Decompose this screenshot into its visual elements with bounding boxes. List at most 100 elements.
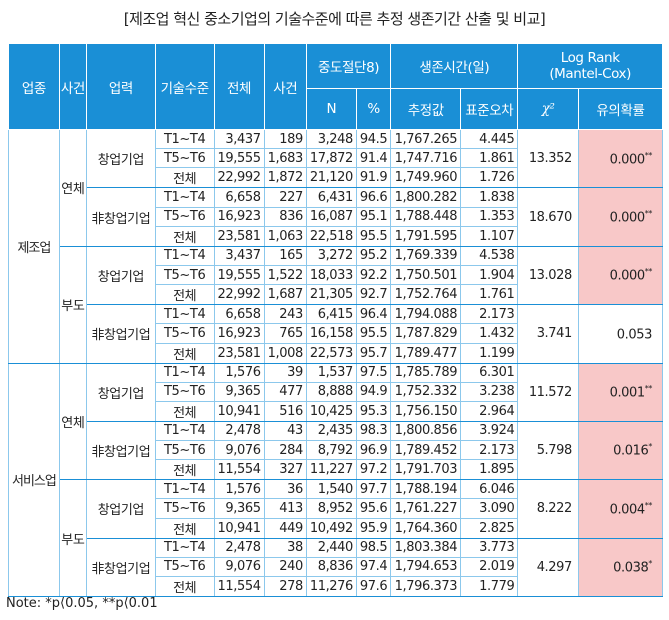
standard-error-cell: 6.046 [460,479,519,500]
table-row: T5~T6 9,365 413 8,952 95.6 1,761.227 3.090 [9,498,663,519]
standard-error-cell: 1.353 [460,206,519,227]
censored-n-cell: 18,033 [305,264,357,286]
total-cell: 6,658 [213,187,265,208]
survival-estimate-cell: 1,764.360 [390,517,462,539]
survival-estimate-cell: 1,791.703 [390,459,462,481]
censored-pct-cell: 94.9 [355,381,392,402]
table-row: 非창업기업 T1~T4 2,478 43 2,435 98.3 1,800.856 3.924… [9,420,664,481]
tech-level-cell: 전체 [154,459,215,481]
standard-error-cell: 2.019 [460,556,519,578]
tech-level-cell: T5~T6 [154,440,215,461]
censored-pct-cell: 95.7 [355,342,392,364]
significance-stars: * [648,442,652,452]
standard-error-cell: 3.773 [460,537,519,558]
p-value: 0.038 [613,560,649,576]
standard-error-cell: 3.090 [460,498,519,519]
events-cell: 240 [263,556,307,578]
events-cell: 1,008 [263,342,307,364]
censored-pct-cell: 96.4 [355,304,392,325]
survival-estimate-cell: 1,785.789 [390,362,462,383]
tech-level-cell: T1~T4 [154,245,215,266]
total-cell: 9,076 [213,556,265,578]
standard-error-cell: 4.445 [460,128,519,150]
tech-level-cell: T5~T6 [154,323,215,344]
table-row: T5~T6 19,555 1,683 17,872 91.4 1,747.716 1.861 [9,148,663,169]
chi-square-cell: 11.572 [517,362,579,422]
standard-error-cell: 2.173 [460,304,519,325]
survival-estimate-cell: 1,791.595 [390,225,462,247]
survival-estimate-cell: 1,788.448 [390,206,462,227]
censored-n-cell: 8,792 [305,440,357,461]
standard-error-cell: 3.238 [460,381,519,402]
total-cell: 22,992 [213,284,265,306]
table-row: T5~T6 9,365 477 8,888 94.9 1,752.332 3.238 [9,381,663,402]
censored-pct-cell: 92.2 [355,264,392,286]
survival-estimate-cell: 1,800.282 [390,187,462,208]
significance-stars: ** [644,267,653,277]
tech-level-cell: T5~T6 [154,264,215,286]
censored-pct-cell: 92.7 [355,284,392,306]
header-industry: 업종 [8,43,60,130]
header-censored: 중도절단8) [305,43,392,89]
total-cell: 23,581 [213,342,265,364]
censored-pct-cell: 98.5 [355,537,392,558]
tech-level-cell: 전체 [154,342,215,364]
header-event: 사건 [58,43,87,130]
events-cell: 413 [263,498,307,519]
total-cell: 3,437 [213,128,265,150]
events-cell: 1,683 [263,148,307,169]
events-cell: 1,063 [263,225,307,247]
p-value: 0.000 [609,151,646,167]
standard-error-cell: 1.107 [460,225,519,247]
censored-pct-cell: 97.7 [355,479,392,500]
age-cell: 非창업기업 [85,537,156,598]
events-cell: 327 [263,459,307,481]
censored-pct-cell: 95.9 [355,517,392,539]
survival-estimate-cell: 1,796.373 [390,576,462,597]
events-cell: 1,687 [263,284,307,306]
survival-estimate-cell: 1,761.227 [390,498,462,519]
tech-level-cell: 전체 [154,225,215,247]
censored-pct-cell: 95.6 [355,498,392,519]
standard-error-cell: 1.838 [460,187,519,208]
censored-n-cell: 2,435 [305,420,357,442]
event-cell: 연체 [58,129,87,247]
events-cell: 43 [263,420,307,442]
table-row: 非창업기업 T1~T4 6,658 243 6,415 96.4 1,794.088 2.17… [9,304,664,364]
events-cell: 227 [263,187,307,208]
significance-stars: * [648,559,652,569]
standard-error-cell: 2.825 [460,517,519,539]
censored-n-cell: 1,540 [305,479,357,500]
footnote: Note: *p⟨0.05, **p⟨0.01 [6,596,158,611]
total-cell: 16,923 [213,206,265,227]
events-cell: 38 [263,537,307,558]
total-cell: 16,923 [213,323,265,344]
survival-estimate-cell: 1,794.088 [390,304,462,325]
censored-n-cell: 21,305 [305,284,357,306]
censored-n-cell: 3,272 [305,245,357,266]
p-value: 0.053 [616,326,653,342]
tech-level-cell: T1~T4 [154,187,215,208]
total-cell: 9,076 [213,440,265,461]
censored-pct-cell: 91.4 [355,148,392,169]
chi-square-cell: 13.028 [517,245,579,306]
events-cell: 284 [263,440,307,461]
significance-stars: ** [644,208,653,218]
header-survival: 생존시간(일) [390,43,519,89]
censored-pct-cell: 94.5 [355,128,392,150]
p-value: 0.001 [609,385,646,401]
p-value-cell: 0.001** [577,362,664,422]
header-n: N [305,88,357,130]
total-cell: 2,478 [213,537,265,558]
table-row: T5~T6 19,555 1,522 18,033 92.2 1,750.501 1.904 [9,264,663,286]
censored-n-cell: 22,518 [305,225,357,247]
censored-pct-cell: 96.6 [355,187,392,208]
header-events: 사건 [263,43,307,130]
survival-table: 업종 사건 업력 기술수준 전체 사건 중도절단8) 생존시간(일) Log R… [8,43,664,598]
censored-n-cell: 16,087 [305,206,357,227]
censored-n-cell: 3,248 [305,128,357,150]
industry-cell: 제조업 [8,129,60,364]
censored-pct-cell: 97.2 [355,459,392,481]
table-row: 非창업기업 T1~T4 6,658 227 6,431 96.6 1,800.282 1.83… [9,187,664,247]
total-cell: 1,576 [213,479,265,500]
